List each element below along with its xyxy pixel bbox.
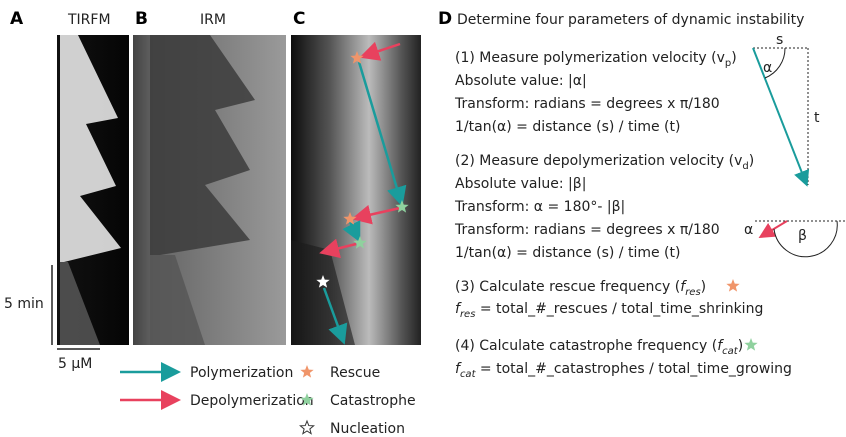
step-line: fcat = total_#_catastrophes / total_time…: [455, 361, 792, 380]
text: (4) Calculate catastrophe frequency (: [455, 338, 717, 354]
step-line: Absolute value: |β|: [455, 176, 586, 192]
subscript: res: [460, 309, 475, 320]
diagram-label: α: [763, 60, 772, 76]
steps: (1) Measure polymerization velocity (vp)…: [454, 50, 792, 380]
text: (1) Measure polymerization velocity (v: [455, 50, 725, 66]
text: = total_#_rescues / total_time_shrinking: [475, 301, 763, 317]
panel-label: IRM: [200, 12, 226, 28]
panel-letter: C: [293, 9, 305, 29]
text: ): [731, 50, 736, 66]
figure: A TIRFM 5 min 5 μM B IRM C Polymerizatio…: [0, 0, 846, 437]
diagram-label: β: [798, 228, 807, 244]
legend-label: Nucleation: [330, 421, 405, 437]
text: (3) Calculate rescue frequency (: [455, 279, 680, 295]
step-line: Transform: radians = degrees x π/180: [454, 222, 720, 238]
legend: Polymerization Depolymerization Rescue C…: [120, 365, 416, 437]
subscript: cat: [722, 346, 739, 357]
scale-label: 5 μM: [58, 356, 92, 372]
text: (2) Measure depolymerization velocity (v: [455, 153, 742, 169]
step-line: Transform: α = 180°- |β|: [454, 199, 625, 215]
scale-label: 5 min: [4, 296, 44, 312]
step-line: (2) Measure depolymerization velocity (v…: [455, 153, 754, 172]
angle-diagram: s t α β α: [744, 32, 845, 257]
text: = total_#_catastrophes / total_time_grow…: [475, 361, 791, 377]
step-line: 1/tan(α) = distance (s) / time (t): [455, 245, 680, 261]
text: ): [701, 279, 706, 295]
panel-letter: D: [438, 9, 452, 29]
diagram-label: s: [776, 32, 783, 48]
kymograph-a: [57, 35, 129, 345]
diagram-label: α: [744, 222, 753, 238]
legend-label: Rescue: [330, 365, 380, 381]
legend-label: Catastrophe: [330, 393, 416, 409]
kymograph-b: [133, 35, 286, 345]
step-line: 1/tan(α) = distance (s) / time (t): [455, 119, 680, 135]
subscript: res: [685, 287, 700, 298]
step-line: (4) Calculate catastrophe frequency (fca…: [455, 338, 743, 357]
legend-label: Polymerization: [190, 365, 293, 381]
step-line: (3) Calculate rescue frequency (fres): [455, 279, 706, 298]
step-line: Transform: radians = degrees x π/180: [454, 96, 720, 112]
step-line: Absolute value: |α|: [455, 73, 587, 89]
diagram-label: t: [814, 110, 820, 126]
step-line: fres = total_#_rescues / total_time_shri…: [455, 301, 763, 320]
panel-title: Determine four parameters of dynamic ins…: [457, 12, 804, 28]
panel-letter: B: [135, 9, 148, 29]
text: ): [738, 338, 743, 354]
text: ): [749, 153, 754, 169]
step-line: (1) Measure polymerization velocity (vp): [455, 50, 737, 69]
panel-label: TIRFM: [67, 12, 111, 28]
panel-letter: A: [10, 9, 24, 29]
kymograph-c: [291, 35, 421, 345]
subscript: cat: [460, 369, 477, 380]
legend-label: Depolymerization: [190, 393, 314, 409]
